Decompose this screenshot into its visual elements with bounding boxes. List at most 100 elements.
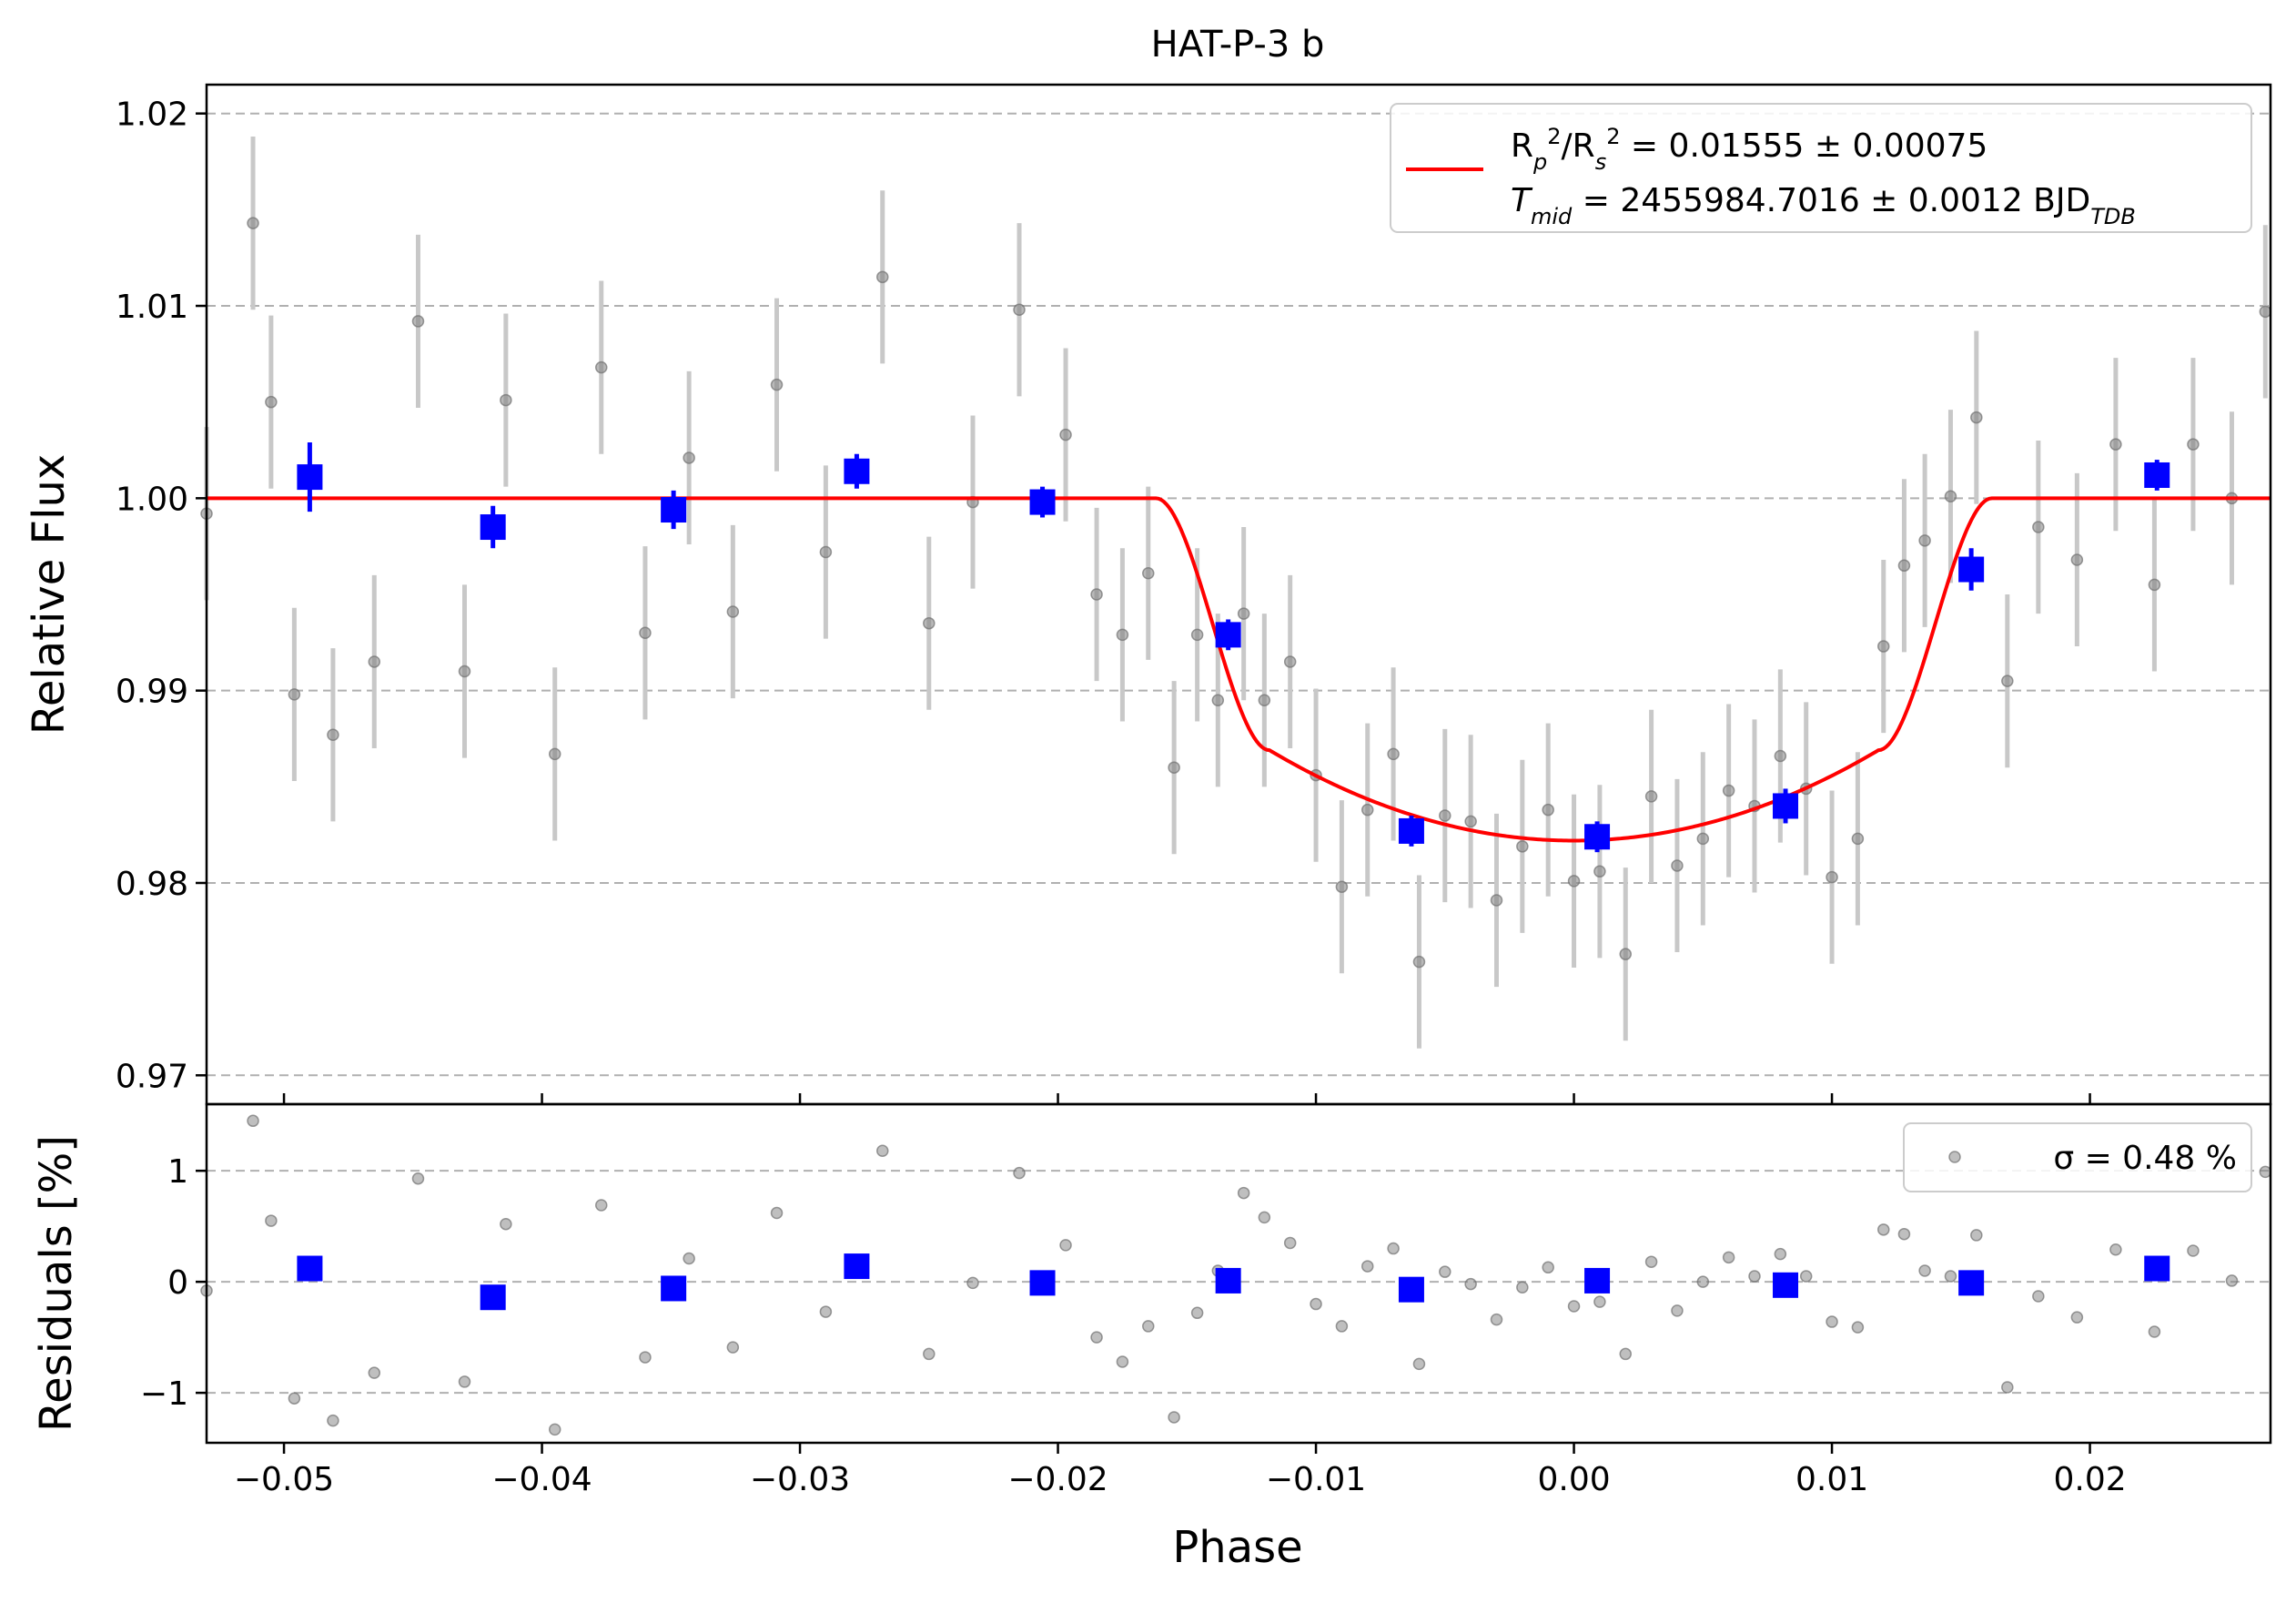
phase-x-tick-label: −0.03 <box>750 1461 850 1498</box>
residual-raw-point <box>1439 1265 1451 1278</box>
residuals-y-tick-label: −1 <box>140 1375 188 1413</box>
flux-raw-point <box>2148 578 2161 592</box>
flux-raw-point <box>1116 628 1129 642</box>
residual-raw-point <box>1310 1297 1322 1311</box>
flux-binned-point <box>1398 817 1424 844</box>
flux-raw-point <box>1142 567 1155 580</box>
residual-raw-point <box>2032 1290 2045 1303</box>
residual-raw-point <box>1237 1186 1250 1200</box>
flux-raw-point <box>1918 534 1931 547</box>
residual-raw-point <box>876 1144 889 1157</box>
flux-y-ticks: 0.97 0.98 0.99 1.00 1.01 1.02 <box>116 96 207 1095</box>
residual-binned-point <box>1029 1270 1056 1296</box>
residual-binned-point <box>844 1253 870 1280</box>
flux-raw-points <box>200 137 2272 1049</box>
flux-raw-point <box>1168 761 1180 774</box>
flux-raw-point <box>1851 832 1865 846</box>
flux-raw-point <box>500 393 512 407</box>
residual-raw-point <box>1542 1261 1554 1274</box>
flux-binned-point <box>1215 622 1241 648</box>
residuals-panel-frame <box>205 1102 2272 1445</box>
flux-raw-point <box>265 395 278 409</box>
phase-x-tick-label: 0.00 <box>1537 1461 1610 1498</box>
residual-raw-point <box>1013 1166 1026 1180</box>
residuals-raw-points <box>200 1114 2272 1436</box>
transit-model-curve <box>207 496 2271 843</box>
residual-raw-point <box>1387 1242 1400 1255</box>
residual-raw-point <box>288 1392 301 1405</box>
flux-y-tick-label: 0.97 <box>116 1058 188 1095</box>
flux-raw-point <box>2109 438 2122 451</box>
residual-raw-point <box>2001 1381 2014 1394</box>
residuals-legend-box <box>1903 1122 2252 1192</box>
flux-panel: 0.97 0.98 0.99 1.00 1.01 1.02 Relative Flux R… <box>24 83 2272 1106</box>
residual-raw-point <box>1799 1270 1813 1283</box>
residual-raw-point <box>819 1305 833 1318</box>
flux-raw-point <box>2001 675 2014 687</box>
residual-raw-point <box>1748 1270 1761 1283</box>
residuals-legend-marker-icon <box>1948 1151 1961 1163</box>
flux-binned-point <box>1029 489 1056 515</box>
residual-binned-point <box>1398 1276 1424 1303</box>
flux-y-tick-label: 1.01 <box>116 289 188 326</box>
residual-raw-point <box>2225 1274 2239 1287</box>
flux-raw-point <box>458 665 471 678</box>
flux-raw-point <box>1671 859 1684 872</box>
chart-title: HAT-P-3 b <box>1151 24 1325 66</box>
residual-binned-point <box>1215 1267 1241 1294</box>
flux-raw-point <box>1567 875 1581 888</box>
flux-y-tick-label: 0.98 <box>116 866 188 903</box>
flux-raw-point <box>819 545 833 559</box>
flux-raw-point <box>411 315 425 328</box>
residual-binned-point <box>661 1275 687 1302</box>
residuals-panel: −1 0 1 −0.05 −0.04 −0.03 −0.02 −0.01 0.00 0.01 0.… <box>31 1093 2272 1573</box>
residuals-binned-points <box>297 1253 2170 1311</box>
flux-binned-point <box>297 464 323 491</box>
residual-raw-point <box>1412 1357 1426 1371</box>
flux-raw-point <box>1190 628 1204 642</box>
flux-raw-point <box>247 217 259 229</box>
flux-raw-point <box>1059 428 1072 441</box>
residual-raw-point <box>1918 1264 1931 1277</box>
residual-raw-point <box>966 1276 979 1290</box>
residual-raw-point <box>265 1214 278 1227</box>
flux-y-tick-label: 1.00 <box>116 481 188 518</box>
flux-raw-point <box>1490 894 1503 907</box>
residual-raw-point <box>458 1375 471 1388</box>
residuals-y-axis-label: Residuals [%] <box>31 1135 82 1432</box>
residual-binned-point <box>1958 1270 1985 1296</box>
residual-raw-point <box>1897 1227 1911 1241</box>
residual-raw-point <box>1361 1260 1374 1273</box>
residual-raw-point <box>595 1199 608 1212</box>
flux-raw-point <box>1387 747 1400 761</box>
flux-binned-points <box>297 442 2170 853</box>
flux-raw-point <box>683 451 695 464</box>
flux-raw-point <box>368 655 381 668</box>
residual-raw-point <box>1877 1223 1890 1236</box>
residual-raw-point <box>1335 1320 1349 1333</box>
residual-raw-point <box>1142 1320 1155 1333</box>
residual-raw-point <box>1970 1229 1983 1242</box>
residuals-y-tick-label: 1 <box>167 1153 188 1191</box>
flux-raw-point <box>1258 694 1271 706</box>
residual-raw-point <box>500 1217 512 1231</box>
residual-binned-point <box>2144 1255 2170 1282</box>
flux-raw-point <box>1877 640 1890 653</box>
flux-binned-point <box>1958 556 1985 583</box>
residual-raw-point <box>368 1366 381 1379</box>
phase-x-tick-label: 0.02 <box>2053 1461 2126 1498</box>
residual-raw-point <box>1490 1313 1503 1326</box>
residual-raw-point <box>548 1423 561 1436</box>
flux-raw-point <box>1774 749 1787 763</box>
phase-x-tick-label: −0.05 <box>234 1461 334 1498</box>
residual-binned-point <box>1584 1267 1611 1294</box>
residual-raw-point <box>1696 1275 1710 1288</box>
flux-binned-point <box>1773 793 1799 819</box>
flux-raw-point <box>1090 588 1103 601</box>
residual-raw-point <box>327 1414 339 1427</box>
x-axis-label: Phase <box>1172 1522 1302 1573</box>
phase-x-tick-label: −0.02 <box>1007 1461 1108 1498</box>
flux-raw-point <box>1283 655 1297 668</box>
residual-raw-point <box>1826 1315 1838 1328</box>
